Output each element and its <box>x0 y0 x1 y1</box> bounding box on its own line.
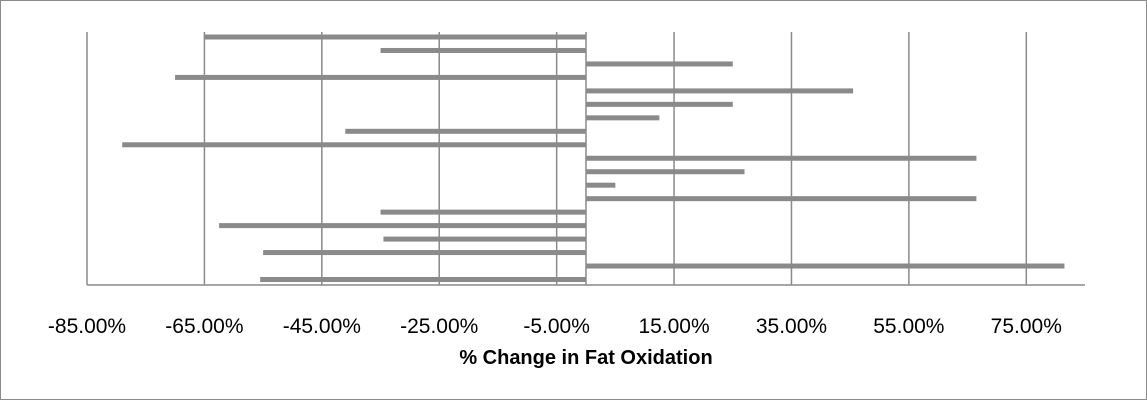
bar-6 <box>586 101 733 107</box>
bar-11 <box>586 169 745 175</box>
x-tick-label-3: -25.00% <box>400 315 478 338</box>
bar-3 <box>586 61 733 67</box>
bar-7 <box>586 115 660 121</box>
bar-9 <box>122 142 587 148</box>
x-axis-title: % Change in Fat Oxidation <box>459 347 712 369</box>
x-tick-label-0: -85.00% <box>48 315 126 338</box>
bar-15 <box>219 223 586 229</box>
bars <box>122 34 1065 282</box>
bar-2 <box>380 47 586 53</box>
x-tick-label-4: -5.00% <box>523 315 590 338</box>
bar-19 <box>260 277 586 282</box>
bar-13 <box>586 196 977 202</box>
bar-4 <box>175 74 586 80</box>
bar-14 <box>380 209 586 215</box>
bar-16 <box>383 236 586 242</box>
x-tick-label-1: -65.00% <box>165 315 243 338</box>
tick-labels: -85.00% -65.00% -45.00% -25.00% -5.00% 15.00%… <box>48 315 1062 338</box>
x-tick-label-6: 35.00% <box>756 315 827 338</box>
bar-5 <box>586 88 854 94</box>
bar-12 <box>586 182 616 188</box>
x-tick-label-8: 75.00% <box>991 315 1062 338</box>
bar-1 <box>204 34 587 40</box>
bar-8 <box>345 128 586 134</box>
bar-10 <box>586 155 977 161</box>
bar-18 <box>586 263 1065 269</box>
bar-17 <box>263 250 586 256</box>
x-tick-label-2: -45.00% <box>283 315 361 338</box>
x-tick-label-7: 55.00% <box>873 315 944 338</box>
x-tick-label-5: 15.00% <box>638 315 709 338</box>
axes <box>87 32 1085 286</box>
